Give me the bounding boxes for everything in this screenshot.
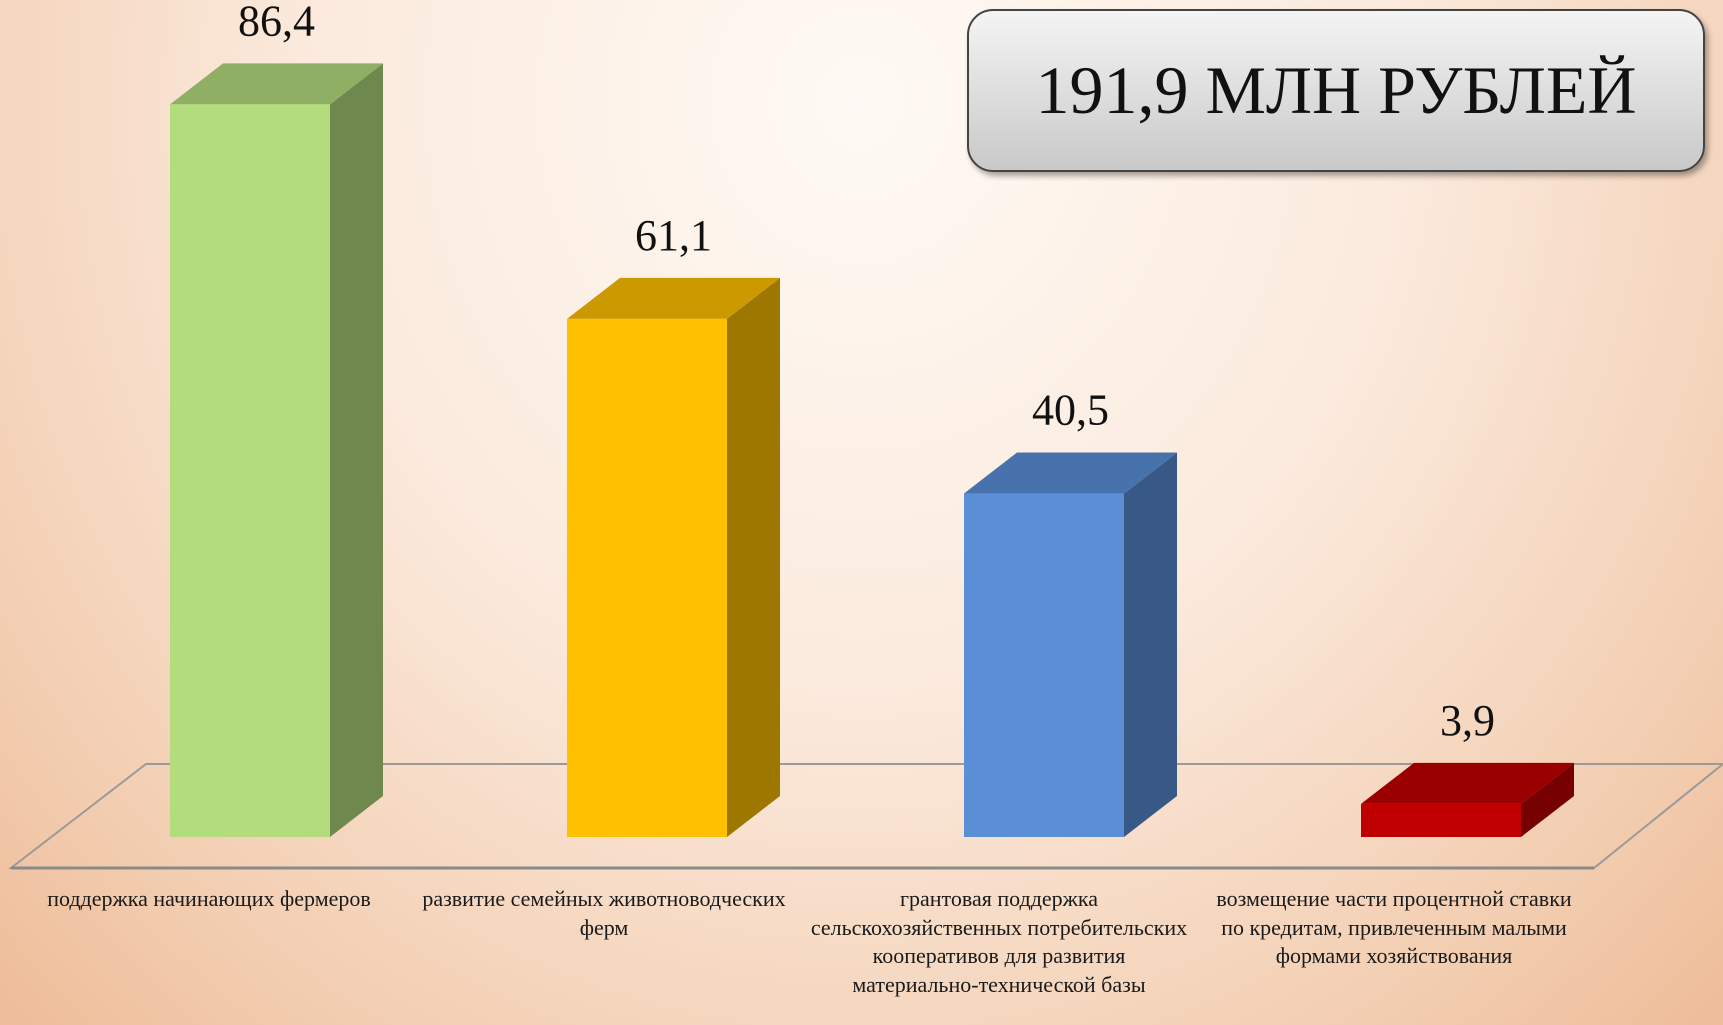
- bar-side: [1124, 453, 1177, 837]
- bar: [567, 319, 727, 837]
- category-label: развитие семейных животноводческих ферм: [414, 885, 794, 942]
- bar: [170, 104, 330, 837]
- category-label: возмещение части процентной ставки по кр…: [1204, 885, 1584, 971]
- value-label: 86,4: [238, 0, 315, 45]
- category-label: поддержка начинающих фермеров: [19, 885, 399, 914]
- value-label: 40,5: [1032, 386, 1109, 435]
- value-label: 3,9: [1440, 696, 1495, 745]
- value-label: 61,1: [635, 211, 712, 260]
- page: 86,4 61,1 40,5 3,9 191,9 МЛН РУБЛЕЙ поддерж…: [0, 0, 1723, 1025]
- category-label: грантовая поддержка сельскохозяйственных…: [809, 885, 1189, 999]
- bar: [1361, 804, 1521, 837]
- bar-side: [727, 278, 780, 837]
- bar-side: [330, 63, 383, 837]
- total-annotation: 191,9 МЛН РУБЛЕЙ: [967, 9, 1705, 172]
- bar: [964, 494, 1124, 837]
